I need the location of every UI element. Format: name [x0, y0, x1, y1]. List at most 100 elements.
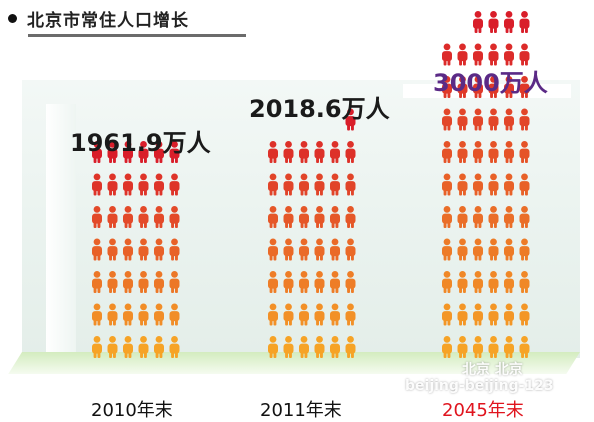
person-figure: [504, 206, 514, 228]
person-figure: [473, 336, 483, 358]
person-figure: [123, 206, 133, 228]
person-figure: [330, 303, 340, 326]
person-figure: [268, 206, 278, 228]
person-figure: [519, 238, 530, 261]
person-figure: [154, 271, 164, 293]
chart-title: 北京市常住人口增长: [27, 10, 189, 31]
person-figure: [283, 173, 294, 196]
person-figure: [314, 173, 325, 196]
person-figure: [92, 206, 102, 228]
person-figure: [138, 173, 149, 196]
person-figure: [138, 206, 149, 228]
person-figure: [283, 271, 294, 293]
person-figure: [330, 336, 340, 358]
person-figure: [442, 271, 452, 293]
person-figure: [457, 271, 468, 293]
person-figure: [488, 271, 499, 293]
person-figure: [504, 336, 514, 358]
person-figure: [473, 108, 483, 131]
person-figure: [138, 238, 149, 261]
person-figure: [154, 303, 164, 326]
person-figure: [457, 206, 468, 228]
person-figure: [488, 238, 499, 261]
person-figure: [473, 11, 483, 33]
person-figure: [330, 206, 340, 228]
person-figure: [92, 238, 102, 261]
person-figure: [519, 173, 530, 196]
person-figure: [299, 303, 309, 326]
person-figure: [519, 206, 530, 228]
person-figure: [345, 238, 356, 261]
person-figure: [314, 336, 325, 358]
category-label-2045: 2045年末: [442, 400, 524, 421]
person-figure: [330, 173, 340, 196]
person-figure: [457, 108, 468, 131]
person-figure: [504, 108, 514, 131]
person-figure: [330, 271, 340, 293]
person-figure: [473, 303, 483, 326]
person-figure: [107, 206, 118, 228]
person-figure: [268, 173, 278, 196]
person-figure: [442, 336, 452, 358]
person-figure: [169, 238, 180, 261]
person-figure: [138, 303, 149, 326]
person-figure: [345, 173, 356, 196]
person-figure: [268, 336, 278, 358]
person-figure: [314, 303, 325, 326]
value-label-2011: 2018.6万人: [249, 95, 390, 123]
person-figure: [504, 173, 514, 196]
person-figure: [519, 303, 530, 326]
person-figure: [519, 11, 530, 33]
person-figure: [138, 271, 149, 293]
person-figure: [107, 303, 118, 326]
person-figure: [268, 271, 278, 293]
person-figure: [473, 141, 483, 163]
person-figure: [107, 173, 118, 196]
person-figure: [169, 303, 180, 326]
person-figure: [283, 206, 294, 228]
person-figure: [345, 141, 356, 163]
person-figure: [123, 303, 133, 326]
person-figure: [123, 173, 133, 196]
person-figure: [519, 271, 530, 293]
person-figure: [504, 303, 514, 326]
person-figure: [488, 303, 499, 326]
person-figure: [473, 238, 483, 261]
person-figure: [92, 271, 102, 293]
person-figure: [169, 271, 180, 293]
person-figure: [299, 336, 309, 358]
person-figure: [330, 141, 340, 163]
person-figure: [314, 206, 325, 228]
person-figure: [283, 303, 294, 326]
person-figure: [345, 206, 356, 228]
person-figure: [519, 336, 530, 358]
person-figure: [299, 271, 309, 293]
person-figure: [504, 141, 514, 163]
category-label-2011: 2011年末: [260, 400, 342, 421]
person-figure: [457, 238, 468, 261]
person-figure: [488, 141, 499, 163]
person-figure: [473, 271, 483, 293]
person-figure: [299, 238, 309, 261]
person-figure: [283, 141, 294, 163]
person-figure: [473, 206, 483, 228]
person-figure: [154, 206, 164, 228]
person-figure: [442, 141, 452, 163]
person-figure: [457, 141, 468, 163]
person-figure: [488, 206, 499, 228]
person-figure: [107, 238, 118, 261]
person-figure: [504, 271, 514, 293]
title-row: 北京市常住人口增长: [8, 4, 189, 32]
person-figure: [283, 336, 294, 358]
person-figure: [442, 108, 452, 131]
person-figure: [123, 336, 133, 358]
person-figure: [138, 336, 149, 358]
background-pillar: [46, 104, 76, 354]
person-figure: [345, 271, 356, 293]
person-figure: [299, 141, 309, 163]
watermark-line-2: beijing-beijing-123: [405, 378, 554, 394]
person-figure: [519, 108, 530, 131]
person-figure: [314, 238, 325, 261]
person-figure: [299, 173, 309, 196]
person-figure: [330, 238, 340, 261]
